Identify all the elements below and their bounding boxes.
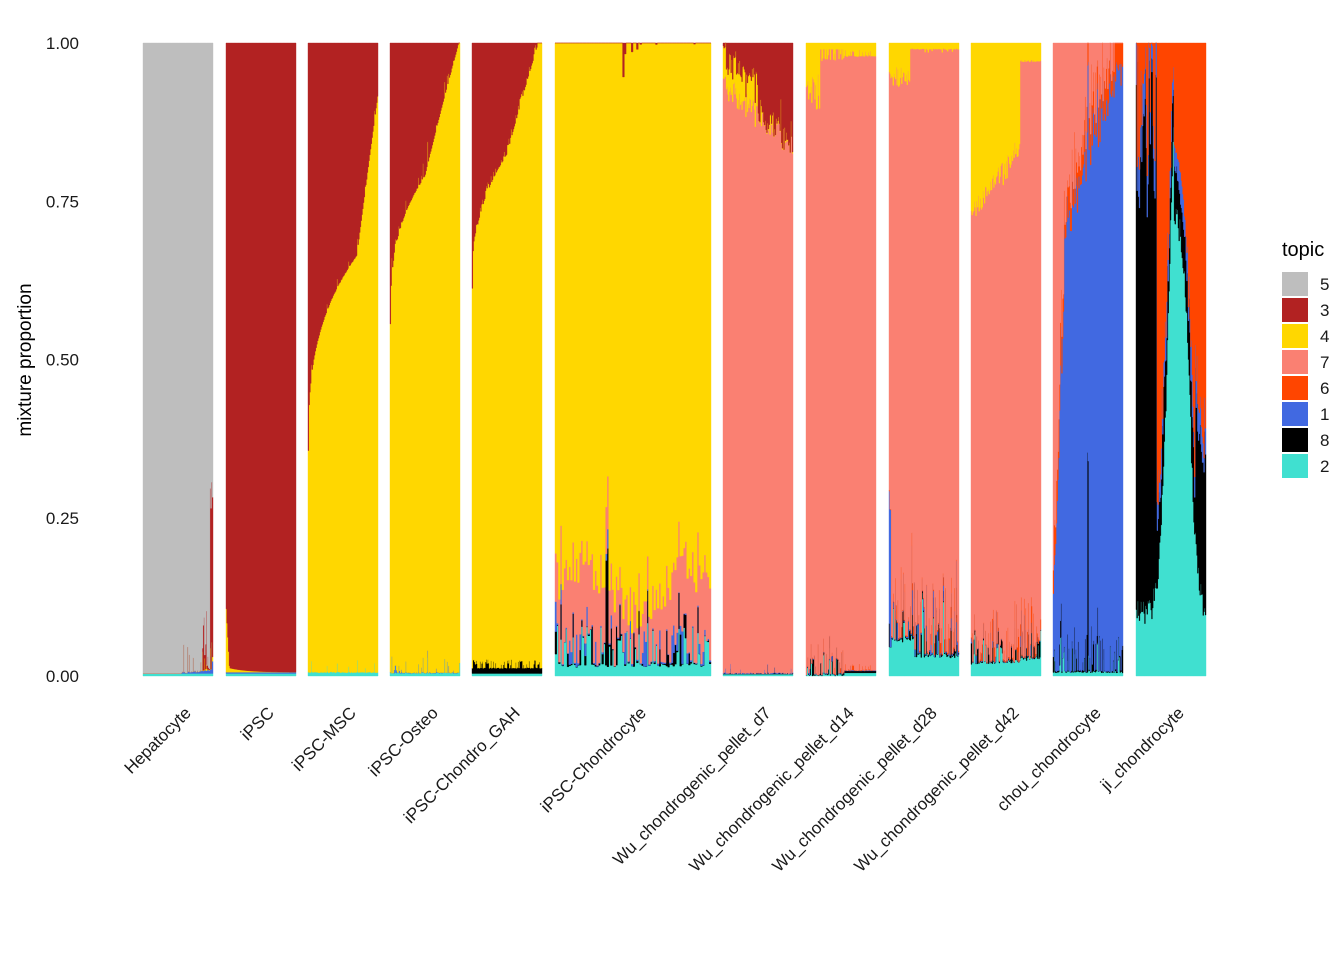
y-tick-label: 0.00 [46,667,79,686]
x-tick-label: iPSC-Osteo [365,703,442,780]
area-topic-6 [1136,42,1207,505]
x-tick-label: iPSC [237,703,278,744]
y-tick-label: 1.00 [46,34,79,53]
legend-swatch-topic-3 [1282,298,1308,322]
legend-swatch-topic-5 [1282,272,1308,296]
area-topic-4 [970,42,1042,216]
x-tick-label: ji_chondrocyte [1096,703,1188,795]
legend-swatch-topic-6 [1282,376,1308,400]
panel-iPSC-Chondro_GAH [471,42,543,677]
area-topic-2 [471,673,543,677]
y-axis-title: mixture proportion [15,283,36,436]
legend-title: topic [1282,239,1324,261]
area-topic-3 [555,42,711,78]
legend-label: 7 [1320,353,1329,372]
area-topic-7 [722,76,794,675]
legend-label: 5 [1320,275,1329,294]
panel-ji_chondrocyte [1135,42,1207,677]
panel-Wu_chondrogenic_pellet_d14 [805,42,877,677]
panel-Wu_chondrogenic_pellet_d28 [888,42,960,677]
area-topic-2 [722,673,794,677]
panel-iPSC [225,42,297,677]
area-topic-4 [554,42,712,634]
area-topic-5 [142,42,214,674]
legend-swatch-topic-7 [1282,350,1308,374]
y-tick-label: 0.25 [46,509,79,528]
group-panels [142,42,1207,677]
panel-iPSC-Chondrocyte [554,42,712,677]
area-topic-2 [142,673,214,677]
panel-Hepatocyte [142,42,214,677]
legend-swatch-topic-1 [1282,402,1308,426]
area-topic-7 [805,48,877,676]
legend-label: 8 [1320,431,1329,450]
area-topic-4 [888,42,960,87]
area-topic-3 [722,42,794,153]
legend-label: 1 [1320,405,1329,424]
legend-swatch-topic-4 [1282,324,1308,348]
x-tick-label: Wu_chondrogenic_pellet_d42 [851,703,1023,875]
legend-swatch-topic-8 [1282,428,1308,452]
area-topic-2 [225,673,297,677]
y-tick-label: 0.50 [46,351,79,370]
legend-swatch-topic-2 [1282,454,1308,478]
area-topic-7 [1052,42,1123,571]
panel-Wu_chondrogenic_pellet_d7 [722,42,794,677]
y-axis: 0.00 0.25 0.50 0.75 1.00 [46,34,79,686]
area-topic-3 [307,42,379,451]
area-topic-3 [471,42,542,289]
x-tick-label: iPSC-MSC [288,703,360,775]
area-topic-7 [888,47,960,654]
legend: topic 5 3 4 7 6 1 8 2 [1282,239,1329,478]
area-topic-3 [225,42,297,673]
y-tick-label: 0.75 [46,192,79,211]
area-topic-4 [805,42,877,110]
panel-iPSC-Osteo [389,42,461,677]
legend-label: 6 [1320,379,1329,398]
x-tick-label: iPSC-Chondrocyte [537,703,650,816]
legend-label: 4 [1320,327,1329,346]
panel-chou_chondrocyte [1052,42,1124,677]
x-tick-label: Wu_chondrogenic_pellet_d28 [769,703,941,875]
x-axis-labels: Hepatocyte iPSC iPSC-MSC iPSC-Osteo iPSC-Cho… [121,703,1188,875]
x-tick-label: Hepatocyte [121,703,195,777]
panel-Wu_chondrogenic_pellet_d42 [970,42,1042,677]
area-topic-3 [389,42,460,325]
legend-label: 3 [1320,301,1329,320]
panel-iPSC-MSC [307,42,379,677]
legend-label: 2 [1320,457,1329,476]
x-tick-label: Wu_chondrogenic_pellet_d14 [686,703,858,875]
